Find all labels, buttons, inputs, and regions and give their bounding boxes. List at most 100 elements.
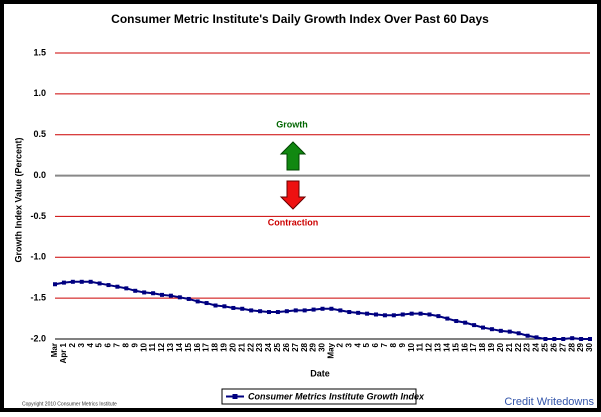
x-tick-label: 19 (487, 342, 496, 351)
x-tick-label: 5 (95, 342, 104, 347)
point (186, 296, 191, 301)
y-tick-label: 1.0 (33, 88, 46, 98)
point (231, 305, 236, 310)
credit: Credit Writedowns (504, 396, 594, 408)
contraction-arrow (279, 180, 307, 210)
point (338, 308, 343, 313)
point (168, 293, 173, 298)
legend-marker (232, 394, 238, 399)
y-tick-label: -1.0 (30, 252, 46, 262)
point (320, 306, 325, 311)
y-axis-label: Growth Index Value (Percent) (13, 137, 23, 262)
point (275, 310, 280, 315)
x-tick-label: 21 (505, 342, 514, 351)
annotation: Growth (276, 119, 308, 129)
x-tick-label: 11 (148, 342, 157, 351)
x-tick-label: 11 (416, 342, 425, 351)
x-tick-label: 17 (469, 342, 478, 351)
x-tick-label: 23 (255, 342, 264, 351)
x-tick-label: 12 (425, 342, 434, 351)
point (436, 314, 441, 319)
y-tick-label: 0.0 (33, 170, 46, 180)
x-tick-label: 2 (68, 342, 77, 347)
x-tick-label: 22 (514, 342, 523, 351)
x-tick-label: 13 (434, 342, 443, 351)
x-tick-label: 29 (309, 342, 318, 351)
point (481, 325, 485, 330)
x-tick-label: 18 (211, 342, 220, 351)
point (356, 310, 361, 315)
point (79, 279, 84, 284)
point (258, 309, 263, 314)
point (561, 337, 566, 341)
point (88, 279, 93, 284)
point (418, 311, 423, 316)
point (543, 337, 548, 341)
y-tick-label: 0.5 (33, 129, 46, 139)
point (382, 313, 387, 318)
x-tick-label: 19 (220, 342, 229, 351)
x-tick-label: 20 (228, 342, 237, 351)
point (445, 316, 450, 321)
x-tick-label: 3 (344, 342, 353, 347)
x-tick-label: 28 (567, 342, 576, 351)
x-tick-label: 13 (166, 342, 175, 351)
x-tick-label: 26 (549, 342, 558, 351)
x-tick-label: Apr 1 (59, 342, 68, 363)
x-tick-label: 30 (585, 342, 594, 351)
point (213, 303, 218, 308)
x-tick-label: 25 (541, 342, 550, 351)
x-tick-label: 10 (139, 342, 148, 351)
x-tick-label: 28 (300, 342, 309, 351)
point (222, 304, 227, 309)
x-tick-label: 8 (121, 342, 130, 347)
x-tick-label: 23 (523, 342, 532, 351)
x-tick-label: 22 (246, 342, 255, 351)
point (525, 333, 530, 338)
point (160, 292, 164, 297)
point (552, 337, 557, 341)
point (302, 308, 307, 313)
point (124, 286, 129, 291)
x-tick-label: 10 (407, 342, 416, 351)
point (133, 288, 138, 293)
point (70, 279, 75, 284)
point (374, 312, 378, 317)
x-tick-label: 29 (576, 342, 585, 351)
point (570, 336, 575, 341)
point (391, 313, 396, 318)
point (106, 283, 111, 288)
point (498, 328, 503, 333)
point (347, 310, 352, 315)
point (489, 327, 494, 332)
x-tick-label: 16 (460, 342, 469, 351)
x-tick-label: 15 (451, 342, 460, 351)
point (365, 311, 370, 316)
point (195, 299, 200, 304)
legend-box (221, 388, 417, 405)
x-tick-label: 20 (496, 342, 505, 351)
x-tick-label: 15 (184, 342, 193, 351)
x-tick-label: 27 (291, 342, 300, 351)
x-tick-label: 16 (193, 342, 202, 351)
x-tick-label: 21 (237, 342, 246, 351)
point (267, 310, 271, 315)
point (400, 312, 405, 317)
point (204, 301, 209, 306)
y-tick-label: -1.5 (30, 293, 46, 303)
point (284, 309, 289, 314)
x-tick-label: 14 (442, 342, 451, 351)
point (142, 290, 147, 295)
point (329, 306, 334, 311)
x-tick-label: 6 (371, 342, 380, 347)
point (53, 282, 57, 287)
legend-label: Consumer Metrics Institute Growth Index (248, 391, 425, 401)
copyright: Copyright 2010 Consumer Metrics Institut… (22, 401, 117, 407)
x-tick-label: 26 (282, 342, 291, 351)
point (579, 337, 584, 341)
point (472, 323, 477, 328)
x-tick-label: 25 (273, 342, 282, 351)
y-tick-label: -0.5 (30, 211, 46, 221)
x-tick-label: 14 (175, 342, 184, 351)
